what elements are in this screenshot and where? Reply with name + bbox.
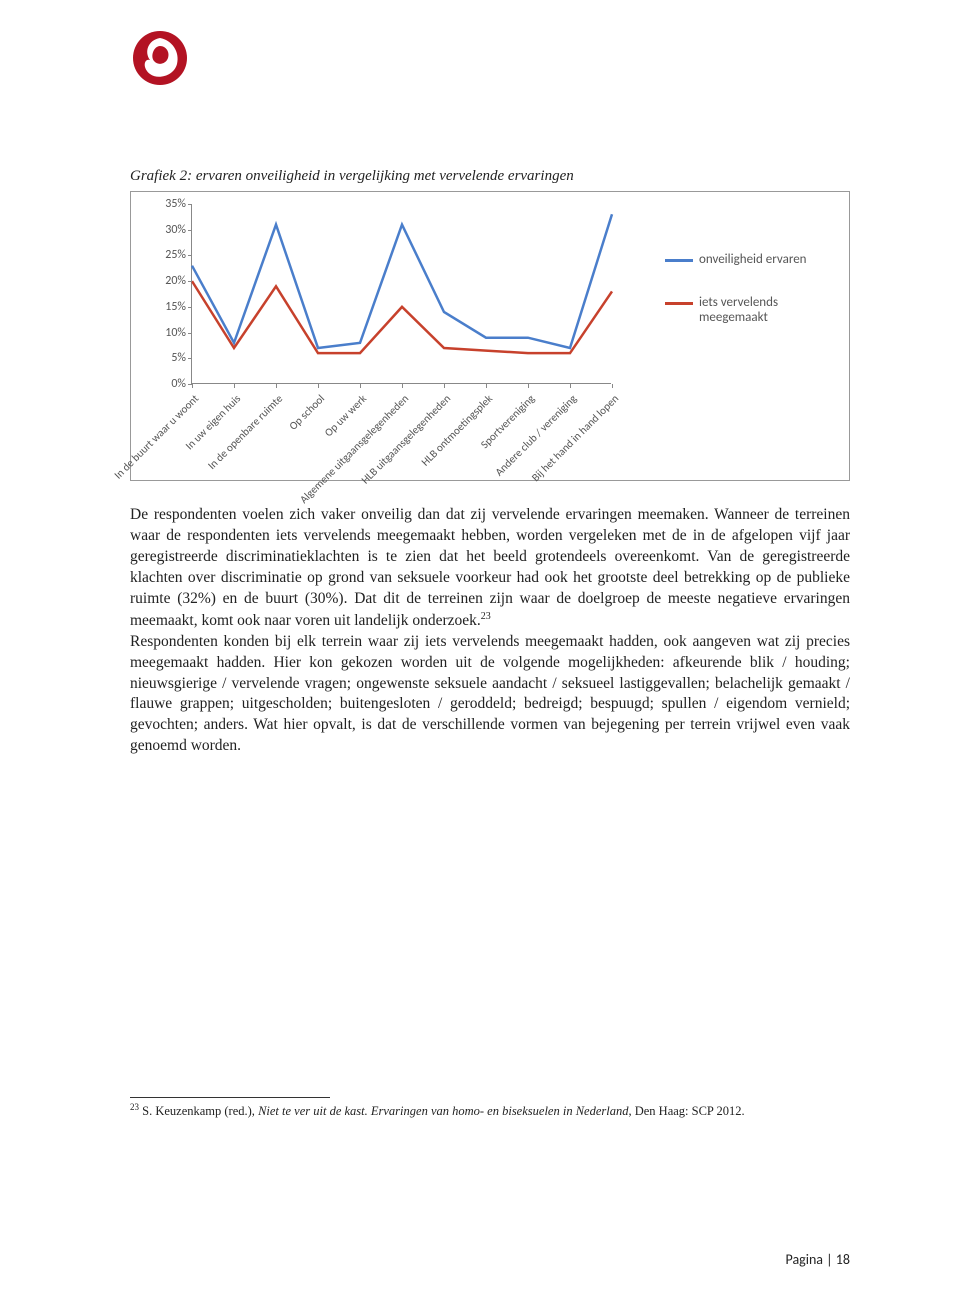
chart-container: 0%5%10%15%20%25%30%35%In de buurt waar u… [130,191,850,481]
x-tick [528,384,529,388]
page-number: Pagina | 18 [786,1251,850,1268]
x-tick-label: In de openbare ruimte [205,392,285,472]
x-tick [402,384,403,388]
footnote-post: , Den Haag: SCP 2012. [628,1104,744,1118]
legend-item: iets vervelends meegemaakt [665,295,835,325]
x-tick-label: Bij het hand in hand lopen [529,392,621,484]
footnote-pre: S. Keuzenkamp (red.), [139,1104,258,1118]
y-tick-label: 25% [152,248,186,262]
y-tick-label: 30% [152,223,186,237]
chart-lines [192,204,612,384]
legend-swatch [665,259,693,262]
legend-swatch [665,302,693,305]
body-paragraph: De respondenten voelen zich vaker onveil… [130,505,850,757]
x-tick [234,384,235,388]
y-tick-label: 20% [152,274,186,288]
x-tick [318,384,319,388]
body-text-2: Respondenten konden bij elk terrein waar… [130,633,850,755]
footnote-number: 23 [130,1102,139,1112]
footnote-title: Niet te ver uit de kast. Ervaringen van … [258,1104,628,1118]
legend-item: onveiligheid ervaren [665,252,835,267]
y-tick-label: 35% [152,197,186,211]
y-tick-label: 15% [152,300,186,314]
chart-legend: onveiligheid ervaren iets vervelends mee… [665,252,835,353]
y-tick-label: 10% [152,326,186,340]
chart-caption: Grafiek 2: ervaren onveiligheid in verge… [130,168,850,185]
footnote: 23 S. Keuzenkamp (red.), Niet te ver uit… [130,1102,850,1119]
x-tick [486,384,487,388]
x-tick-label: HLB ontmoetingsplek [419,392,496,469]
chart-plot-area: 0%5%10%15%20%25%30%35%In de buurt waar u… [191,204,611,384]
footnote-ref: 23 [481,611,491,622]
x-tick-label: Op school [287,392,328,433]
y-tick-label: 5% [152,351,186,365]
chart-series-line [192,214,612,348]
y-tick-label: 0% [152,377,186,391]
x-tick [612,384,613,388]
x-tick [276,384,277,388]
x-tick [570,384,571,388]
footnote-separator [130,1097,330,1098]
x-tick [192,384,193,388]
legend-label: iets vervelends meegemaakt [699,295,835,325]
legend-label: onveiligheid ervaren [699,252,807,267]
x-tick [444,384,445,388]
x-tick [360,384,361,388]
brand-logo [130,28,190,88]
x-tick-label: Andere club / vereniging [493,392,580,479]
